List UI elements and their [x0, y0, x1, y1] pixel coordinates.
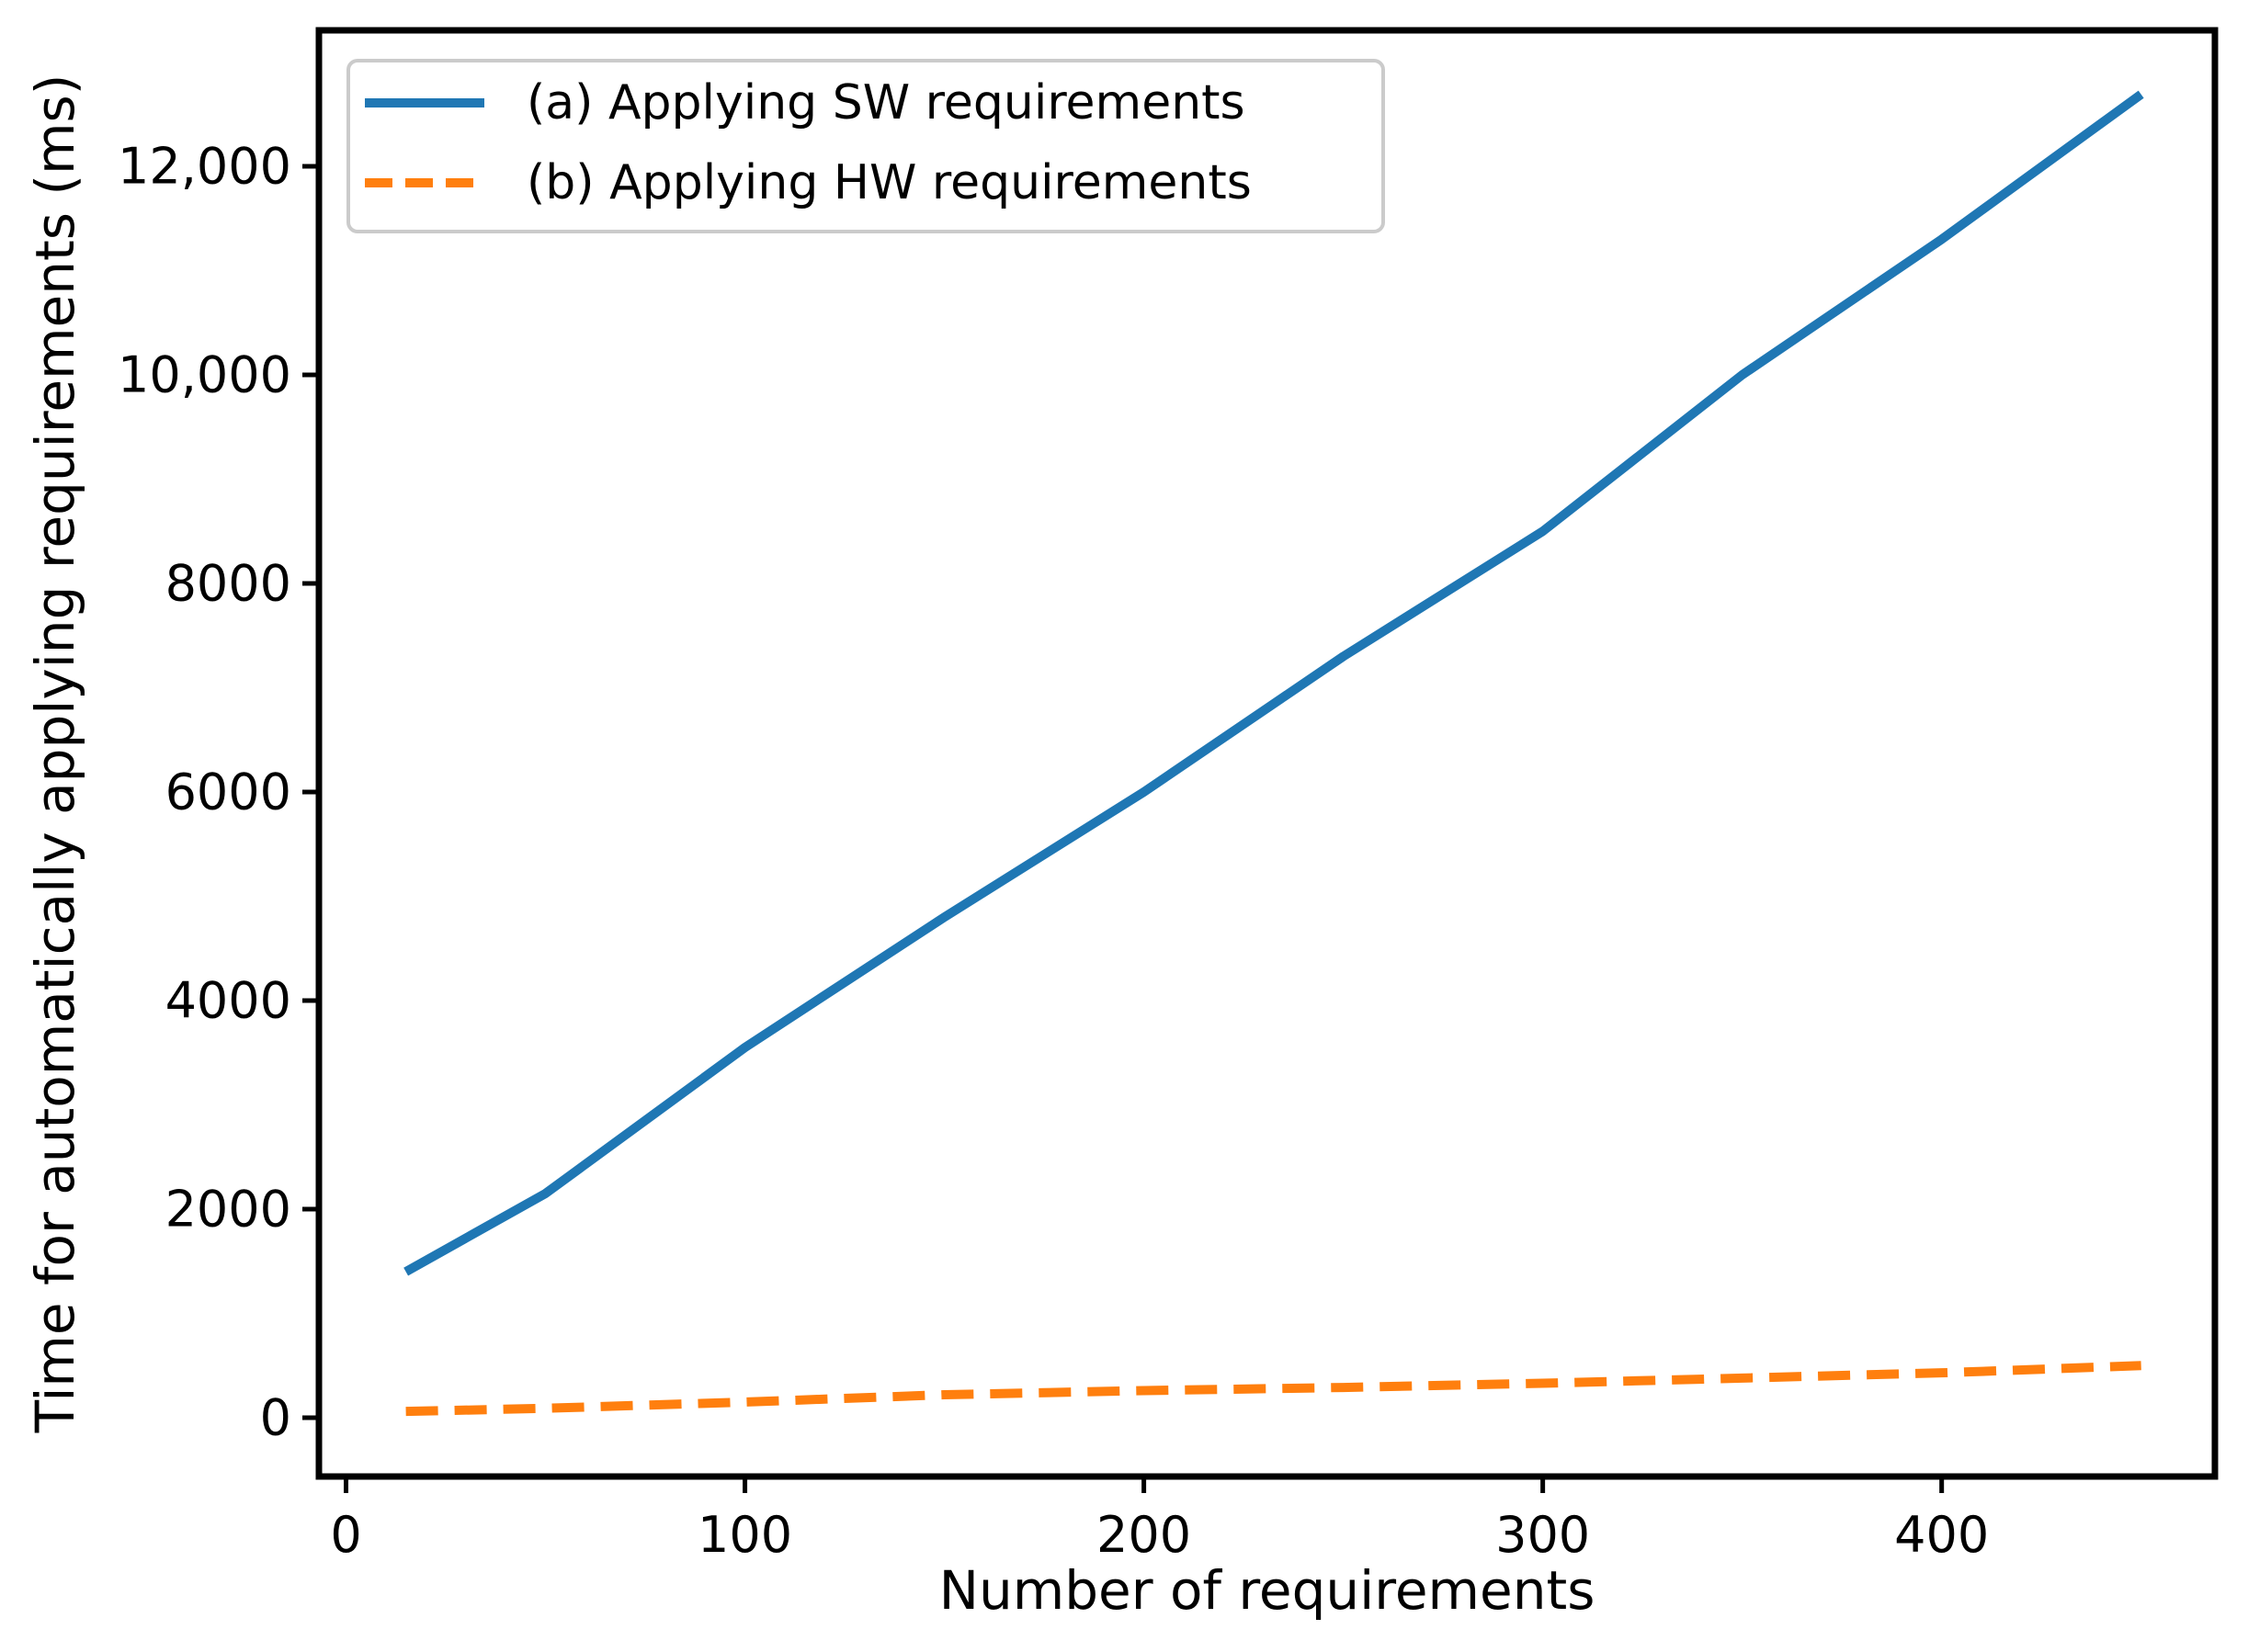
y-tick-label: 4000: [165, 971, 291, 1029]
x-axis-label: Number of requirements: [939, 1559, 1595, 1622]
x-tick-label: 200: [1096, 1506, 1191, 1564]
legend-label-sw: (a) Applying SW requirements: [527, 75, 1245, 130]
x-tick-label: 100: [698, 1506, 792, 1564]
y-tick-label: 8000: [165, 554, 291, 612]
y-tick-label: 10,000: [118, 345, 291, 403]
series-line-hw: [405, 1361, 2141, 1417]
legend-box: [346, 59, 1385, 233]
x-axis-ticks: 0 100 200 300 400: [330, 1477, 1989, 1564]
x-tick-label: 300: [1495, 1506, 1590, 1564]
y-tick-label: 2000: [165, 1180, 291, 1238]
legend-label-hw: (b) Applying HW requirements: [527, 155, 1252, 210]
x-tick-label: 0: [330, 1506, 361, 1564]
series-line-sw: [403, 90, 2144, 1276]
x-tick-label: 400: [1894, 1506, 1989, 1564]
plot-box: [315, 27, 2219, 1480]
y-axis-label: Time for automatically applying requirem…: [24, 74, 86, 1434]
y-tick-label: 6000: [165, 763, 291, 820]
y-tick-label: 0: [260, 1388, 291, 1446]
series-lines: [403, 90, 2144, 1417]
legend: (a) Applying SW requirements (b) Applyin…: [346, 59, 1385, 233]
plot-area: 0 100 200 300 400 0 2000 4000 6000 8000 10,000 12,…: [24, 27, 2219, 1622]
y-tick-label: 12,000: [118, 138, 291, 196]
y-axis-ticks: 0 2000 4000 6000 8000 10,000 12,000: [118, 138, 319, 1446]
